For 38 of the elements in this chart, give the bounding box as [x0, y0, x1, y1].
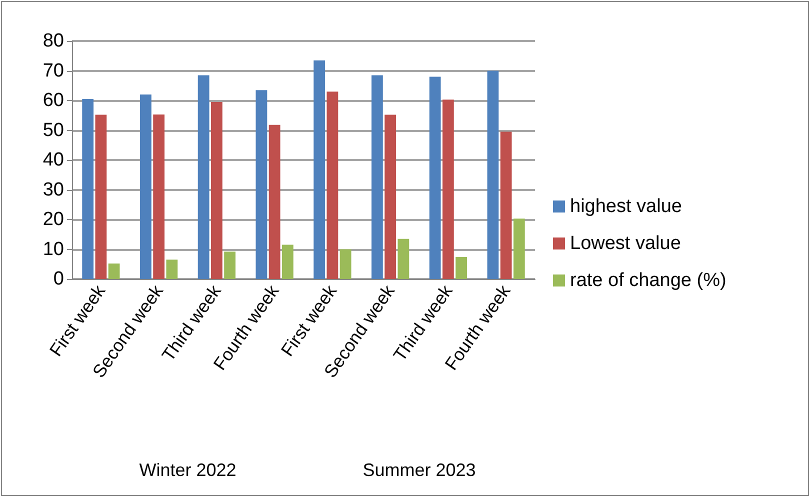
bar: [442, 100, 454, 279]
bar: [429, 76, 441, 279]
bar: [95, 114, 107, 279]
y-tick-label: 0: [53, 268, 64, 290]
bar: [456, 256, 467, 279]
bar: [314, 60, 326, 279]
bar: [487, 70, 499, 279]
bar: [398, 238, 410, 279]
bar: [282, 244, 294, 279]
bar: [513, 218, 525, 279]
legend-label: Lowest value: [570, 233, 681, 254]
bar: [166, 260, 178, 279]
bar: [82, 99, 94, 279]
bar: [268, 124, 280, 279]
bar: [224, 252, 236, 279]
bar: [256, 90, 268, 279]
y-tick-label: 30: [42, 179, 64, 200]
y-tick-label: 20: [42, 209, 64, 230]
y-tick-label: 80: [42, 30, 64, 52]
legend-label: rate of change (%): [570, 270, 726, 291]
y-tick-label: 10: [42, 238, 64, 260]
text: Winter 2022: [139, 460, 236, 480]
bar: [340, 249, 352, 279]
text: Summer 2023: [362, 460, 476, 480]
bar: [500, 132, 512, 279]
bar: [198, 75, 210, 279]
bar: [140, 94, 152, 279]
bar: [210, 102, 222, 279]
bar: [384, 114, 396, 279]
legend-label: highest value: [570, 196, 682, 217]
y-tick-label: 70: [42, 60, 64, 82]
y-tick-label: 40: [42, 150, 64, 170]
bar: [108, 264, 120, 279]
bar: [326, 92, 338, 279]
y-tick-label: 60: [42, 90, 64, 111]
y-tick-label: 50: [42, 120, 64, 141]
bar: [153, 114, 165, 279]
bar: [372, 75, 383, 279]
